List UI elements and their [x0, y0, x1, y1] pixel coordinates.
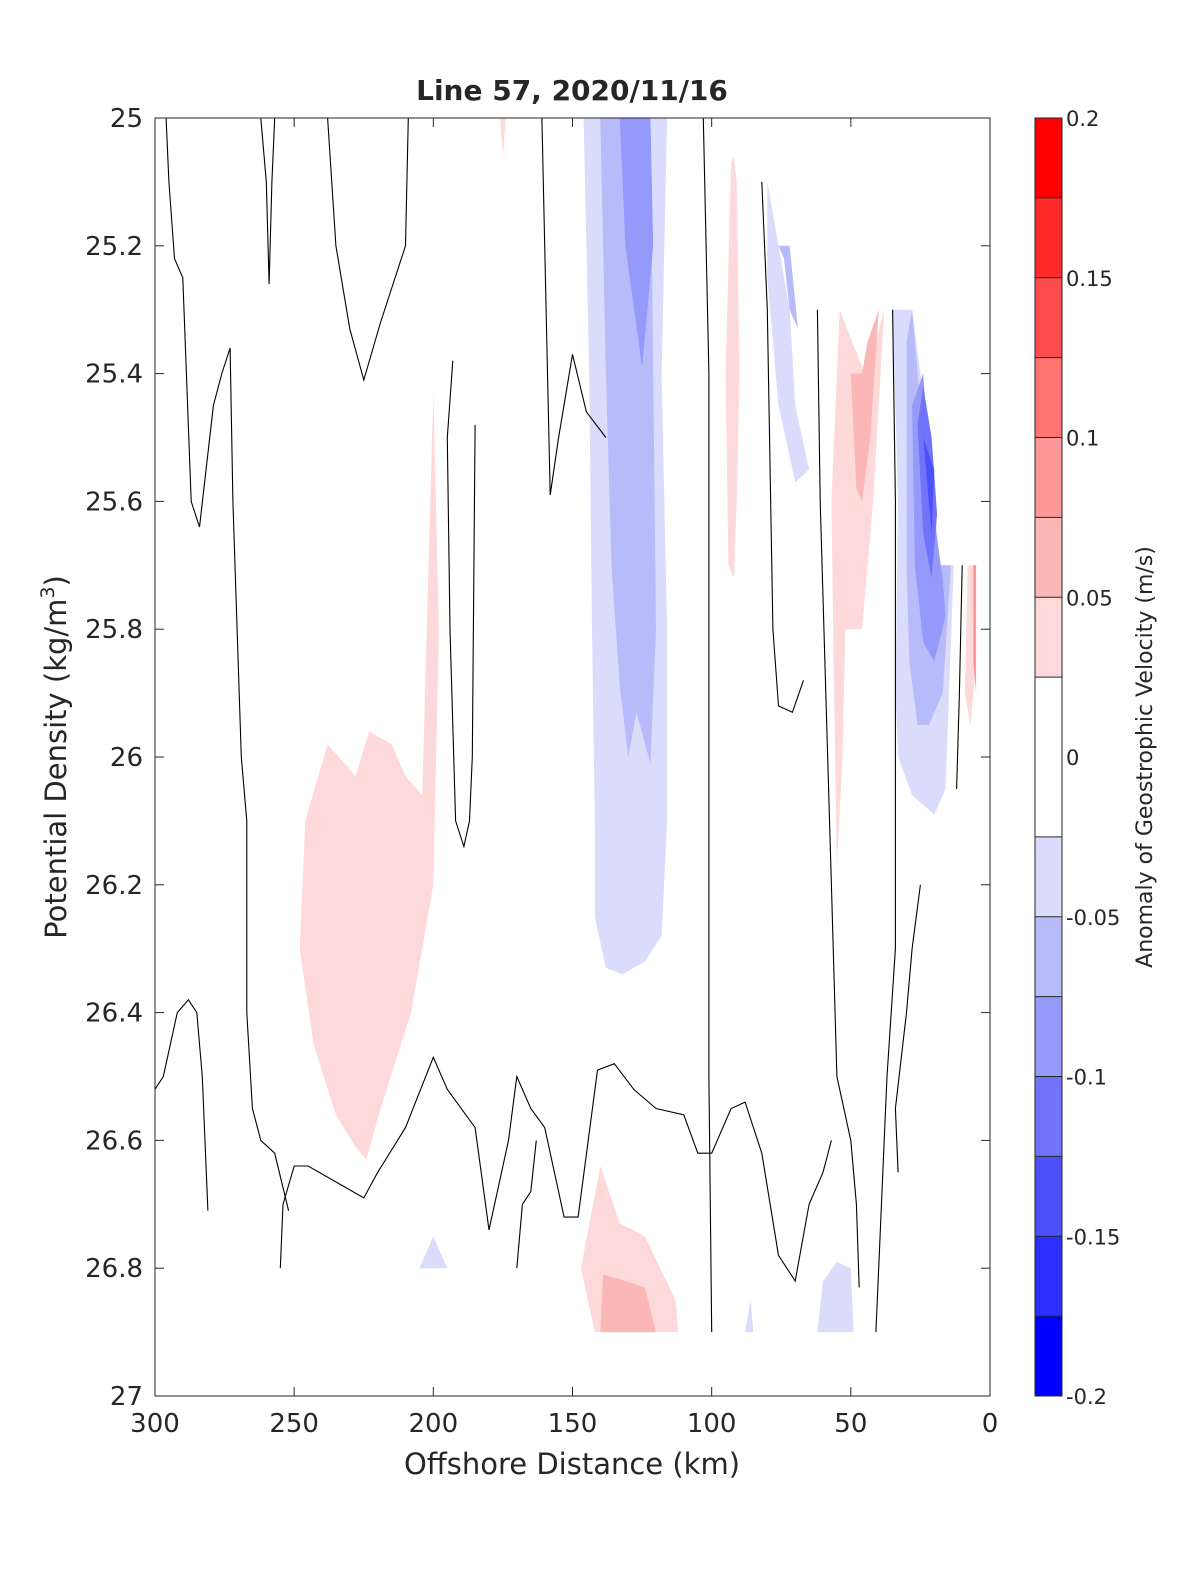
y-tick-label: 26.6 [85, 1126, 143, 1156]
x-tick-label: 300 [130, 1409, 180, 1439]
zero-contour-line-contour-60 [816, 309, 860, 1288]
filled-contours [299, 118, 977, 1333]
y-tick-label: 25.8 [85, 615, 143, 645]
y-axis-label-text: Potential Density (kg/m [39, 599, 73, 939]
x-tick-label: 200 [409, 1409, 459, 1439]
colorbar-segment [1035, 277, 1062, 358]
colorbar-segment [1035, 996, 1062, 1077]
y-tick-label: 25.6 [85, 487, 143, 517]
zero-contour-line-contour-10 [956, 565, 963, 790]
colorbar-tick-label: 0 [1066, 746, 1079, 770]
y-tick-label: 26.4 [85, 999, 143, 1029]
filled-region-pos-130-bottom-l2 [600, 1274, 656, 1333]
colorbar-segment [1035, 916, 1062, 997]
colorbar-segment [1035, 357, 1062, 438]
filled-region-pos-55-40 [831, 309, 885, 866]
zero-contour-line-contour-35 [875, 309, 896, 1333]
colorbar-segment [1035, 197, 1062, 278]
x-tick-label: 50 [834, 1409, 867, 1439]
colorbar-segment [1035, 517, 1062, 598]
y-tick-label: 26.2 [85, 871, 143, 901]
colorbar [1034, 117, 1063, 1397]
colorbar-tick-label: -0.15 [1066, 1225, 1120, 1249]
filled-region-neg-75 [767, 181, 810, 483]
x-tick-label: 0 [982, 1409, 999, 1439]
x-tick-label: 100 [687, 1409, 737, 1439]
filled-region-neg-30-15-l5 [923, 437, 935, 534]
filled-region-neg-55-bottom [817, 1261, 854, 1333]
zero-contour-line-contour-300-bottom [154, 998, 209, 1211]
y-axis-ticks: 25 25.2 25.4 25.6 25.8 26 26.2 26.4 26.6 26.8 27 [85, 104, 990, 1412]
filled-region-neg-75-l2 [778, 245, 798, 329]
x-tick-label: 250 [269, 1409, 319, 1439]
zero-contour-line-contour-105 [702, 117, 713, 1333]
y-axis-label-close: ) [39, 575, 73, 586]
y-tick-label: 25.4 [85, 360, 143, 390]
colorbar-segment [1035, 836, 1062, 917]
colorbar-tick-label: 0.1 [1066, 427, 1099, 451]
zero-contour-line-contour-180-bottom [516, 1140, 537, 1269]
colorbar-tick-label: -0.05 [1066, 906, 1120, 930]
zero-contours [154, 117, 963, 1333]
colorbar-tick-label: -0.1 [1066, 1066, 1107, 1090]
filled-region-pos-175 [500, 118, 506, 157]
colorbar-frame [1034, 117, 1063, 1397]
filled-region-pos-5-l2 [973, 565, 977, 694]
x-axis-ticks: 300 250 200 150 100 50 0 [130, 118, 998, 1439]
y-tick-label: 27 [110, 1382, 143, 1412]
zero-contour-line-contour-260 [260, 117, 276, 285]
colorbar-tick-label: 0.2 [1066, 107, 1099, 131]
zero-contour-line-contour-70 [761, 181, 805, 714]
x-axis-label: Offshore Distance (km) [404, 1447, 740, 1481]
filled-region-pos-90 [725, 156, 740, 579]
colorbar-segment [1035, 1076, 1062, 1157]
y-axis-label-superscript: 3 [37, 586, 59, 598]
colorbar-tick-label: 0.05 [1066, 586, 1113, 610]
colorbar-segment [1035, 118, 1062, 198]
filled-region-pos-55-40-l2 [850, 309, 879, 502]
y-axis-label: Potential Density (kg/m3) [37, 575, 73, 939]
zero-contour-line-contour-220 [327, 117, 409, 383]
zero-contour-line-contour-160 [541, 117, 607, 496]
colorbar-tick-label: -0.2 [1066, 1385, 1107, 1409]
colorbar-segment [1035, 1316, 1062, 1396]
chart-title: Line 57, 2020/11/16 [416, 74, 728, 107]
y-tick-label: 26.8 [85, 1254, 143, 1284]
zero-contour-line-contour-120-bottom [597, 1063, 832, 1283]
filled-region-neg-200-bottom [419, 1236, 448, 1269]
filled-region-neg-core-125-l3 [619, 118, 654, 368]
zero-contour-line-contour-245-bottom [279, 1055, 599, 1269]
zero-contour-line-contour-25 [894, 884, 921, 1173]
y-tick-label: 26 [110, 743, 143, 773]
filled-region-neg-90-bottom [745, 1300, 754, 1333]
colorbar-segment [1035, 1236, 1062, 1317]
colorbar-segment [1035, 597, 1062, 678]
colorbar-segment [1035, 677, 1062, 837]
colorbar-label: Anomaly of Geostrophic Velocity (m/s) [1133, 546, 1158, 968]
zero-contour-line-contour-185 [446, 360, 476, 849]
filled-region-pos-200-250 [299, 392, 439, 1160]
plot-frame [154, 117, 991, 1397]
x-tick-label: 150 [548, 1409, 598, 1439]
colorbar-tick-label: 0.15 [1066, 267, 1113, 291]
colorbar-segment [1035, 1156, 1062, 1237]
y-tick-label: 25.2 [85, 232, 143, 262]
zero-contour-line-contour-295 [165, 117, 290, 1211]
y-tick-label: 25 [110, 104, 143, 134]
colorbar-segment [1035, 437, 1062, 518]
colorbar-ticks: 0.2 0.15 0.1 0.05 0 -0.05 -0.1 -0.15 -0.2 [1066, 107, 1120, 1409]
